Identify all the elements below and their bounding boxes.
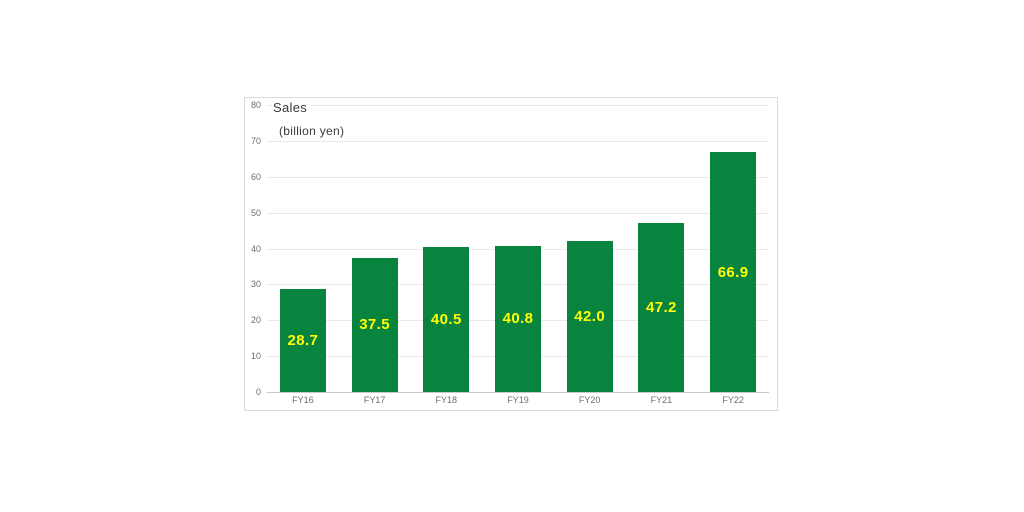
x-axis-line bbox=[267, 392, 769, 393]
y-tick-label-80: 80 bbox=[250, 100, 261, 110]
plot-area: 28.7 37.5 40.5 40.8 42.0 47.2 66.9 bbox=[267, 105, 769, 393]
bar-value-label-FY16: 28.7 bbox=[287, 332, 319, 349]
bar-FY17: 37.5 bbox=[351, 257, 398, 392]
y-gridline-50 bbox=[267, 212, 769, 214]
x-tick-label-FY22: FY22 bbox=[722, 395, 744, 405]
x-tick-label-FY21: FY21 bbox=[650, 395, 673, 405]
bar-FY21: 47.2 bbox=[638, 222, 685, 392]
y-gridline-80 bbox=[267, 105, 769, 106]
bar-FY19: 40.8 bbox=[495, 245, 541, 392]
x-tick-label-FY20: FY20 bbox=[578, 395, 601, 405]
bar-FY18: 40.5 bbox=[423, 246, 470, 392]
y-tick-label-10: 10 bbox=[250, 351, 261, 362]
y-gridline-60 bbox=[267, 176, 769, 178]
bar-value-label-FY19: 40.8 bbox=[502, 310, 534, 328]
y-tick-label-50: 50 bbox=[250, 207, 261, 218]
y-axis-labels: 0 10 20 30 40 50 60 70 80 bbox=[245, 100, 261, 397]
y-tick-label-60: 60 bbox=[250, 171, 261, 182]
y-gridline-70 bbox=[267, 140, 769, 142]
bar-value-label-FY22: 66.9 bbox=[717, 263, 749, 281]
chart-title: Sales bbox=[272, 99, 312, 116]
bar-value-label-FY18: 40.5 bbox=[430, 310, 462, 328]
bar-FY22: 66.9 bbox=[710, 152, 757, 392]
bar-value-label-FY20: 42.0 bbox=[574, 308, 606, 326]
x-axis-labels: FY16 FY17 FY18 FY19 FY20 FY21 FY22 bbox=[267, 395, 769, 409]
bar-value-label-FY21: 47.2 bbox=[645, 298, 677, 316]
y-tick-label-70: 70 bbox=[250, 135, 261, 146]
chart-subtitle: (billion yen) bbox=[276, 123, 348, 139]
y-tick-label-20: 20 bbox=[250, 315, 261, 326]
x-tick-label-FY17: FY17 bbox=[363, 395, 386, 405]
y-tick-label-30: 30 bbox=[250, 279, 261, 290]
bar-value-label-FY17: 37.5 bbox=[359, 316, 390, 334]
y-tick-label-40: 40 bbox=[250, 243, 261, 254]
bar-FY16: 28.7 bbox=[279, 289, 326, 392]
sales-bar-chart: 28.7 37.5 40.5 40.8 42.0 47.2 66.9 0 10 20 30 40 50… bbox=[244, 97, 778, 411]
x-tick-label-FY16: FY16 bbox=[292, 395, 314, 405]
y-tick-label-0: 0 bbox=[255, 387, 261, 397]
x-tick-label-FY19: FY19 bbox=[507, 395, 529, 405]
chart-title-block: Sales (billion yen) bbox=[272, 99, 348, 140]
bar-FY20: 42.0 bbox=[566, 241, 613, 392]
x-tick-label-FY18: FY18 bbox=[435, 395, 458, 405]
